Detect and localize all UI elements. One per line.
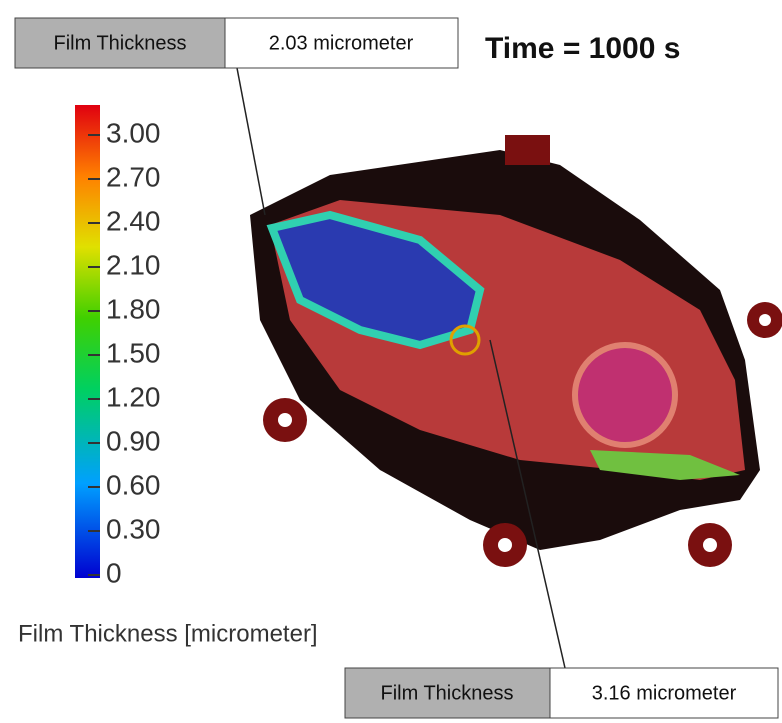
tick-label: 0.90 bbox=[106, 425, 161, 456]
colorbar-ticks: 3.00 2.70 2.40 2.10 1.80 1.50 1.20 0.90 0.60 0.30… bbox=[88, 117, 161, 588]
model-render bbox=[250, 135, 782, 567]
time-label: Time = 1000 s bbox=[485, 32, 680, 65]
tick-label: 3.00 bbox=[106, 117, 161, 148]
probe-name-box bbox=[344, 667, 551, 719]
tick-label: 0.60 bbox=[106, 469, 161, 500]
probe-leader bbox=[489, 339, 566, 669]
probe-name: Film Thickness bbox=[54, 32, 187, 54]
tick-label: 1.50 bbox=[106, 337, 161, 368]
probe-value: 2.03 micrometer bbox=[269, 32, 414, 54]
tick-label: 2.40 bbox=[106, 205, 161, 236]
tick-label: 2.10 bbox=[106, 249, 161, 280]
probe-value: 3.16 micrometer bbox=[592, 682, 737, 704]
tick-label: 1.20 bbox=[106, 381, 161, 412]
probe-value-box bbox=[549, 667, 779, 719]
colorbar bbox=[75, 105, 100, 578]
tick-label: 2.70 bbox=[106, 161, 161, 192]
probe-value-box bbox=[224, 17, 459, 69]
tick-label: 0.30 bbox=[106, 513, 161, 544]
tick-label: 0 bbox=[106, 557, 122, 588]
tick-label: 1.80 bbox=[106, 293, 161, 324]
probe-name: Film Thickness bbox=[381, 682, 514, 704]
probe-leader bbox=[236, 67, 266, 216]
colorbar-title: Film Thickness [micrometer] bbox=[18, 620, 318, 647]
